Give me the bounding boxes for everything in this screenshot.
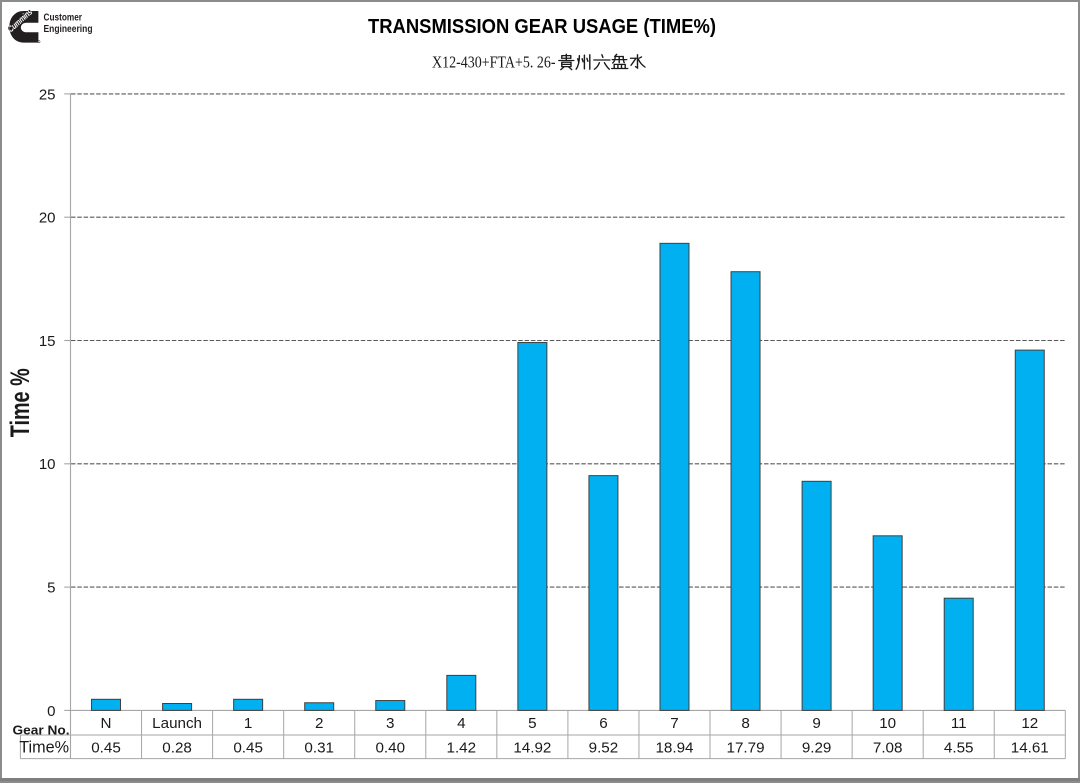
svg-text:9: 9	[812, 715, 820, 732]
svg-text:3: 3	[386, 715, 394, 732]
svg-text:11: 11	[951, 715, 967, 732]
svg-text:8: 8	[741, 715, 749, 732]
svg-text:7.08: 7.08	[873, 739, 903, 756]
svg-text:18.94: 18.94	[655, 739, 693, 756]
svg-text:20: 20	[39, 210, 56, 227]
svg-text:Time%: Time%	[19, 738, 69, 756]
svg-text:9.29: 9.29	[802, 739, 832, 756]
svg-text:4: 4	[457, 715, 465, 732]
svg-text:TRANSMISSION GEAR USAGE (TIME%: TRANSMISSION GEAR USAGE (TIME%)	[368, 16, 716, 38]
svg-text:10: 10	[39, 456, 56, 473]
svg-text:Time %: Time %	[5, 368, 35, 437]
svg-text:0.40: 0.40	[375, 739, 405, 756]
svg-text:N: N	[101, 715, 112, 732]
svg-text:0.31: 0.31	[304, 739, 334, 756]
svg-text:7: 7	[670, 715, 678, 732]
svg-text:2: 2	[315, 715, 323, 732]
svg-text:Launch: Launch	[152, 715, 202, 732]
svg-text:Customer: Customer	[44, 13, 83, 24]
svg-text:0.45: 0.45	[233, 739, 263, 756]
svg-text:9.52: 9.52	[589, 739, 619, 756]
svg-text:15: 15	[39, 333, 56, 350]
svg-text:5: 5	[47, 580, 55, 597]
svg-text:17.79: 17.79	[727, 739, 765, 756]
svg-text:6: 6	[599, 715, 607, 732]
svg-text:1.42: 1.42	[447, 739, 477, 756]
svg-text:1: 1	[244, 715, 252, 732]
svg-text:Gear No.: Gear No.	[13, 722, 70, 737]
svg-text:4.55: 4.55	[944, 739, 974, 756]
svg-text:0.28: 0.28	[162, 739, 192, 756]
svg-text:12: 12	[1021, 715, 1038, 732]
svg-text:14.61: 14.61	[1011, 739, 1049, 756]
svg-text:14.92: 14.92	[513, 739, 551, 756]
svg-text:25: 25	[39, 86, 56, 103]
svg-text:0.45: 0.45	[91, 739, 121, 756]
svg-text:0: 0	[47, 703, 55, 720]
svg-text:10: 10	[879, 715, 896, 732]
svg-text:Engineering: Engineering	[44, 24, 93, 35]
svg-text:5: 5	[528, 715, 536, 732]
svg-text:X12-430+FTA+5. 26-: X12-430+FTA+5. 26-	[432, 52, 556, 71]
